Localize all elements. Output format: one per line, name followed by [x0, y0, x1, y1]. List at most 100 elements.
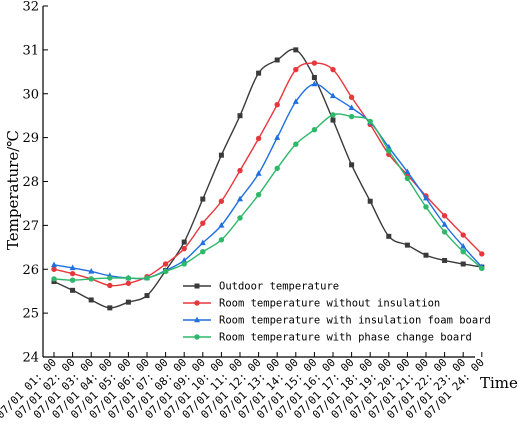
data-point: [162, 261, 169, 267]
data-point: [330, 117, 336, 123]
y-tick-label: 29: [22, 131, 39, 146]
data-point: [274, 165, 280, 172]
data-point: [107, 275, 113, 281]
data-point: [144, 293, 150, 299]
data-point: [69, 277, 76, 283]
data-point: [386, 148, 392, 154]
data-point: [255, 170, 262, 176]
y-tick-label: 24: [22, 351, 39, 366]
data-point: [237, 167, 243, 174]
data-point: [404, 168, 411, 175]
y-tick-label: 27: [22, 219, 39, 234]
data-point: [237, 195, 243, 202]
series-line: [53, 113, 483, 281]
data-point: [107, 282, 113, 289]
data-point: [293, 66, 299, 73]
y-tick-label: 26: [22, 263, 39, 278]
data-point: [237, 215, 243, 221]
data-point: [88, 297, 94, 303]
data-point: [181, 257, 188, 263]
data-point: [441, 213, 448, 219]
series-2: [51, 60, 485, 289]
data-point: [218, 221, 225, 228]
data-point: [423, 252, 429, 258]
series-layer: [51, 47, 485, 311]
data-point: [442, 257, 448, 263]
data-point: [367, 198, 373, 204]
data-point: [293, 47, 299, 53]
y-tick-label: 28: [22, 175, 39, 190]
data-point: [181, 239, 187, 245]
data-point: [70, 287, 76, 293]
legend-marker: [194, 334, 200, 340]
data-point: [311, 80, 318, 87]
data-point: [441, 221, 448, 227]
legend-background: [177, 274, 467, 350]
data-point: [69, 270, 76, 277]
data-point: [181, 245, 187, 252]
y-tick-label: 25: [22, 307, 39, 322]
data-point: [386, 233, 392, 239]
data-point: [460, 261, 466, 267]
legend: Outdoor temperature Room temperature with…: [177, 274, 491, 350]
series-line: [53, 48, 482, 309]
data-point: [479, 251, 485, 257]
data-point: [460, 243, 467, 249]
data-point: [162, 268, 169, 275]
y-tick-label: 30: [22, 87, 39, 102]
y-axis-title: Temperature/℃: [4, 130, 22, 250]
data-point: [404, 175, 411, 182]
series-line: [53, 62, 483, 287]
data-point: [330, 92, 336, 99]
y-axis-ticks: 24 25 26 27 28 29 30 31 32: [22, 0, 48, 366]
data-point: [460, 249, 466, 255]
data-point: [348, 94, 355, 100]
series-1: [51, 47, 485, 311]
data-point: [274, 102, 280, 108]
data-point: [423, 194, 429, 201]
data-point: [51, 261, 57, 268]
data-point: [200, 196, 206, 202]
data-point: [51, 266, 57, 272]
data-point: [404, 242, 410, 248]
data-point: [311, 127, 318, 133]
legend-label: Room temperature with phase change board: [219, 332, 472, 344]
data-point: [349, 162, 355, 168]
data-point: [88, 268, 95, 274]
data-point: [199, 239, 206, 246]
data-point: [311, 75, 317, 81]
data-point: [311, 60, 318, 66]
data-point: [256, 70, 262, 76]
legend-label: Room temperature with insulation foam bo…: [219, 315, 491, 327]
data-point: [88, 276, 94, 282]
data-point: [274, 134, 281, 140]
data-point: [330, 66, 336, 73]
data-point: [144, 275, 150, 281]
data-point: [181, 261, 187, 267]
data-point: [125, 275, 132, 281]
data-point: [255, 135, 262, 142]
data-point: [218, 152, 224, 158]
y-tick-label: 31: [22, 43, 39, 58]
data-point: [479, 265, 485, 272]
data-point: [348, 104, 355, 110]
data-point: [255, 191, 262, 198]
data-point: [51, 276, 57, 282]
data-point: [200, 249, 206, 255]
data-point: [218, 198, 225, 204]
data-point: [367, 118, 373, 125]
legend-label: Room temperature without insulation: [219, 298, 440, 310]
data-point: [69, 264, 76, 271]
x-axis-title: Time: [480, 374, 518, 392]
data-point: [441, 229, 448, 235]
data-point: [107, 305, 113, 311]
data-point: [125, 280, 132, 286]
data-point: [348, 113, 355, 120]
data-point: [292, 98, 299, 104]
legend-marker: [194, 283, 200, 289]
legend-marker: [194, 300, 200, 306]
data-point: [330, 112, 336, 118]
series-4: [51, 112, 485, 283]
data-point: [423, 204, 429, 210]
